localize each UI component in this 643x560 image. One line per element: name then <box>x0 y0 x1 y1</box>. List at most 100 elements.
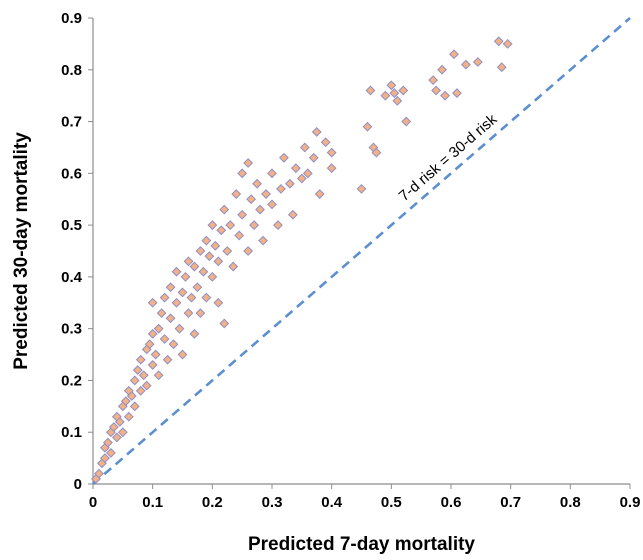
data-point <box>371 147 382 158</box>
data-point <box>279 152 289 163</box>
data-point <box>192 282 203 293</box>
y-tick-label: 0.9 <box>61 10 82 27</box>
y-tick-label: 0.5 <box>61 217 82 234</box>
x-tick-label: 0.1 <box>142 494 163 511</box>
data-point <box>493 36 504 47</box>
data-point <box>174 323 185 334</box>
data-point <box>231 189 242 199</box>
data-point <box>159 334 170 344</box>
x-tick-label: 0.2 <box>202 494 223 511</box>
y-tick-label: 0.7 <box>61 114 82 131</box>
data-point <box>159 292 170 303</box>
x-tick-label: 0 <box>89 494 97 511</box>
data-point <box>201 235 212 246</box>
data-point <box>219 318 230 329</box>
data-point <box>207 271 218 282</box>
data-point <box>362 121 373 132</box>
data-point <box>273 220 283 231</box>
data-point <box>449 49 459 60</box>
y-tick-label: 0.3 <box>61 321 82 338</box>
data-point <box>183 308 194 319</box>
data-point <box>267 199 277 210</box>
data-point <box>135 385 146 396</box>
data-point <box>392 95 403 106</box>
data-point <box>147 297 158 308</box>
data-point <box>132 365 143 375</box>
data-point <box>296 173 307 184</box>
data-point <box>290 163 301 174</box>
data-point <box>195 308 206 319</box>
data-point <box>198 266 209 277</box>
data-point <box>129 401 140 412</box>
reference-line-label: 7-d risk = 30-d risk <box>396 111 501 205</box>
data-point <box>147 360 158 370</box>
data-point <box>452 88 462 98</box>
data-point <box>365 85 376 96</box>
data-point <box>243 158 254 168</box>
data-point <box>276 183 286 194</box>
y-tick-label: 0.4 <box>61 269 83 286</box>
data-point <box>356 183 367 194</box>
data-point <box>461 59 471 70</box>
data-point <box>389 88 400 98</box>
reference-line <box>92 17 631 485</box>
y-tick-label: 0.1 <box>61 424 82 441</box>
y-tick-label: 0 <box>74 476 82 493</box>
data-point <box>228 261 239 272</box>
data-point <box>171 266 182 277</box>
data-point <box>162 354 173 365</box>
plot-area: 0 0.1 0.2 0.3 0.4 0.5 0.6 0.7 0.8 0.9 0 0.1 0.2 0.3 0.… <box>61 10 640 511</box>
data-point <box>165 282 176 293</box>
data-point <box>308 152 319 163</box>
data-point <box>94 468 104 479</box>
data-point <box>261 189 271 199</box>
data-point <box>314 189 325 199</box>
x-tick-label: 0.9 <box>620 494 641 511</box>
data-point <box>180 271 191 282</box>
data-point <box>153 370 164 381</box>
data-point <box>105 448 116 458</box>
data-point <box>204 251 215 262</box>
data-point <box>386 80 397 91</box>
data-point <box>207 220 218 231</box>
data-point <box>267 168 277 179</box>
data-point <box>100 453 110 464</box>
data-point <box>171 297 182 308</box>
data-point <box>189 261 200 272</box>
data-point <box>431 85 441 96</box>
data-point <box>177 287 188 298</box>
data-point <box>183 256 194 267</box>
y-tick-label: 0.8 <box>61 62 82 79</box>
data-point <box>320 137 331 148</box>
data-point <box>255 204 265 215</box>
data-point <box>222 246 233 256</box>
data-point <box>114 416 125 427</box>
data-point <box>440 90 450 101</box>
data-point <box>249 220 260 231</box>
data-point <box>502 38 513 49</box>
x-tick-label: 0.8 <box>560 494 581 511</box>
data-point <box>246 194 257 205</box>
data-point <box>302 168 313 179</box>
data-point <box>437 64 447 75</box>
data-point <box>237 168 248 179</box>
data-point <box>401 116 412 127</box>
data-point <box>120 396 131 407</box>
data-point <box>189 328 200 339</box>
data-point <box>177 349 188 360</box>
data-point <box>398 85 409 96</box>
data-point <box>153 323 164 334</box>
data-point <box>213 297 224 308</box>
data-point <box>496 62 507 73</box>
x-tick-label: 0.6 <box>441 494 462 511</box>
data-point <box>150 349 161 360</box>
data-point <box>380 90 391 101</box>
y-tick-label: 0.2 <box>61 372 82 389</box>
data-point <box>135 354 146 365</box>
data-point <box>428 75 439 86</box>
data-point <box>258 235 268 246</box>
data-point <box>126 391 137 401</box>
data-point <box>237 209 248 220</box>
data-point <box>326 163 337 174</box>
y-axis-title: Predicted 30-day mortality <box>11 132 32 370</box>
